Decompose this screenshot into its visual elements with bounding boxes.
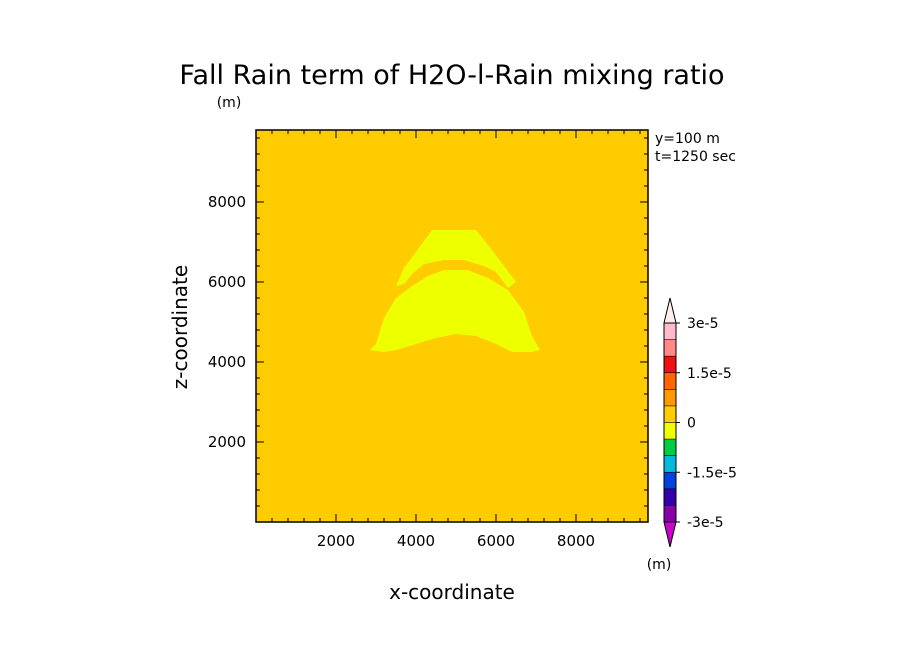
- colorbar-extend-high: [663, 297, 677, 324]
- colorbar-swatch: [664, 389, 676, 406]
- info-t-line: t=1250 sec: [655, 149, 736, 165]
- chart-title: Fall Rain term of H2O-l-Rain mixing rati…: [179, 60, 724, 91]
- colorbar: 3e-5 1.5e-5 0 -1.5e-5 -3e-5: [663, 297, 737, 548]
- title-units: (m): [217, 95, 242, 111]
- colorbar-units: (m): [647, 557, 672, 573]
- x-tick-label: 8000: [557, 532, 595, 550]
- colorbar-swatch: [664, 356, 676, 373]
- plot-area: 2000 4000 6000 8000 2000 4000 6000 8000: [208, 129, 649, 550]
- y-axis-title: z-coordinate: [168, 265, 192, 389]
- colorbar-label: 3e-5: [687, 316, 718, 332]
- colorbar-swatch: [664, 455, 676, 473]
- colorbar-swatch: [664, 505, 676, 522]
- info-y-line: y=100 m: [655, 131, 720, 147]
- colorbar-swatch: [664, 372, 676, 390]
- colorbar-swatch: [664, 488, 676, 506]
- contour-region-upper-arc: [396, 230, 516, 288]
- x-tick-label: 4000: [397, 532, 435, 550]
- x-tick-label: 2000: [317, 532, 355, 550]
- colorbar-swatch: [664, 339, 676, 357]
- x-tick-label: 6000: [477, 532, 515, 550]
- colorbar-label: 0: [687, 416, 696, 432]
- colorbar-label: -1.5e-5: [687, 465, 737, 481]
- y-tick-label: 8000: [208, 193, 246, 211]
- colorbar-swatch: [664, 439, 676, 456]
- contour-region-lower-arc: [370, 270, 540, 352]
- y-tick-label: 2000: [208, 433, 246, 451]
- colorbar-swatch: [664, 405, 676, 423]
- plot-frame: [255, 129, 649, 523]
- x-axis-title: x-coordinate: [389, 580, 515, 604]
- y-tick-label: 6000: [208, 273, 246, 291]
- colorbar-swatch: [664, 472, 676, 489]
- colorbar-swatch: [664, 323, 676, 340]
- colorbar-swatch: [664, 422, 676, 440]
- y-tick-label: 4000: [208, 353, 246, 371]
- colorbar-label: 1.5e-5: [687, 366, 732, 382]
- colorbar-label: -3e-5: [687, 515, 724, 531]
- colorbar-extend-low: [663, 521, 677, 548]
